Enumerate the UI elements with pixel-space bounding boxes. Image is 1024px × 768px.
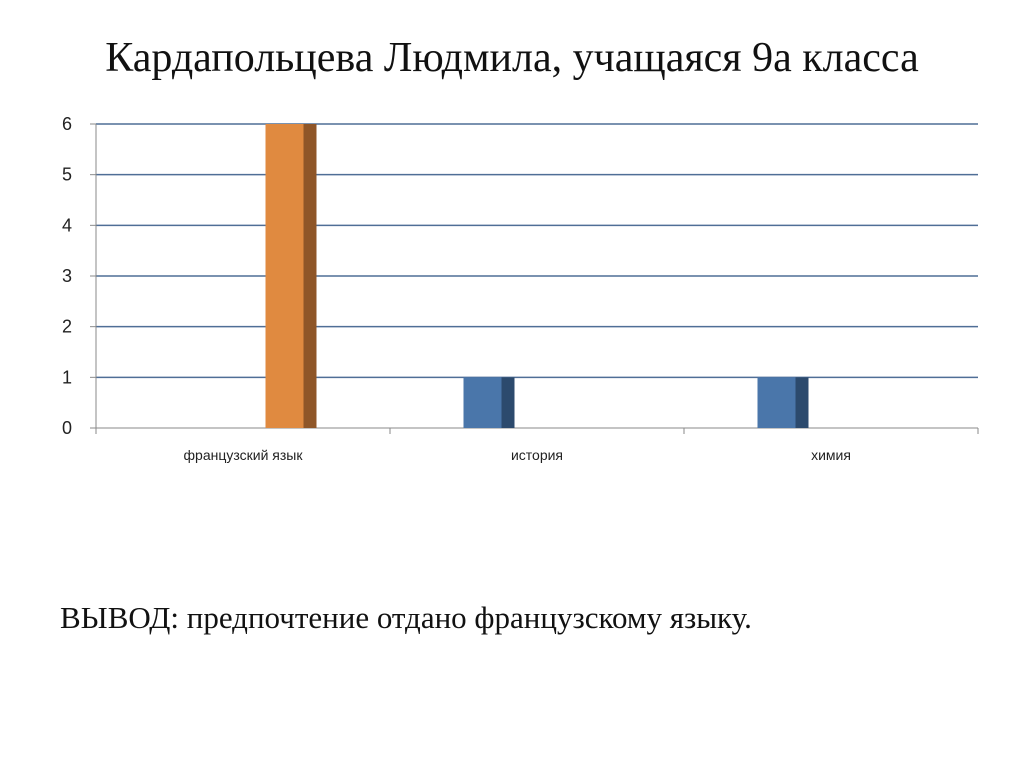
y-tick-label: 2 [62,317,72,337]
gridlines [96,123,978,379]
bar-side [501,377,515,428]
bars [265,124,809,428]
x-category-label: французский язык [184,447,304,463]
y-tick-label: 1 [62,367,72,387]
bar [463,377,502,428]
y-tick-label: 0 [62,418,72,438]
axes [90,123,979,434]
slide-title: Кардапольцева Людмила, учащаяся 9а класс… [105,35,919,81]
x-category-label: история [511,447,563,463]
y-tick-label: 4 [62,215,72,235]
x-category-label: химия [811,447,851,463]
axis-labels: 0 1 2 3 4 5 6 французский язык история химия [62,114,851,463]
y-tick-label: 6 [62,114,72,134]
bar [757,377,796,428]
bar [265,124,304,428]
y-tick-label: 3 [62,266,72,286]
bar-side [795,377,809,428]
bar-side [303,124,317,428]
conclusion-text: ВЫВОД: предпочтение отдано французскому … [60,600,752,635]
bar-chart: 0 1 2 3 4 5 6 французский язык история химия [62,114,979,463]
y-tick-label: 5 [62,165,72,185]
